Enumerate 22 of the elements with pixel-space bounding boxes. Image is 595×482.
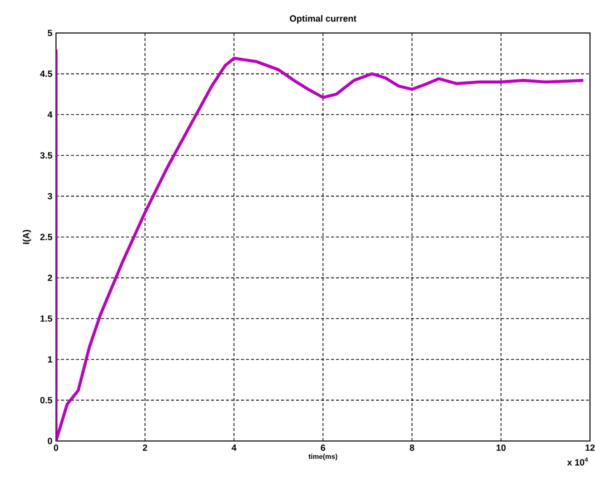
y-tick-label: 3.5 bbox=[40, 152, 52, 159]
x-tick-label: 2 bbox=[142, 444, 148, 451]
y-tick-label: 0.5 bbox=[40, 396, 52, 404]
y-tick-label: 0 bbox=[48, 438, 52, 444]
y-tick-label: 1 bbox=[48, 356, 52, 362]
y-tick-label: 4 bbox=[48, 111, 52, 118]
y-axis-title: I(A) bbox=[22, 230, 32, 244]
text: x 10$^{4}$ bbox=[567, 458, 588, 466]
y-tick-label: 4.5 bbox=[40, 70, 52, 77]
y-tick-label: 3 bbox=[48, 192, 52, 200]
x-tick-label: 8 bbox=[410, 444, 414, 451]
x-tick-label: 12 bbox=[586, 444, 595, 451]
y-tick-label: 2 bbox=[48, 274, 52, 281]
line-series bbox=[56, 48, 585, 441]
y-tick-label: 2.5 bbox=[40, 234, 52, 240]
y-tick-label: 5 bbox=[48, 30, 52, 36]
x-tick-label: 0 bbox=[54, 444, 58, 451]
x-tick-label: 6 bbox=[320, 444, 326, 451]
y-tick-label: 1.5 bbox=[40, 315, 52, 322]
x-tick-label: 10 bbox=[496, 444, 506, 451]
chart-title: Optimal current bbox=[290, 15, 356, 24]
x-tick-label: 4 bbox=[232, 444, 236, 451]
